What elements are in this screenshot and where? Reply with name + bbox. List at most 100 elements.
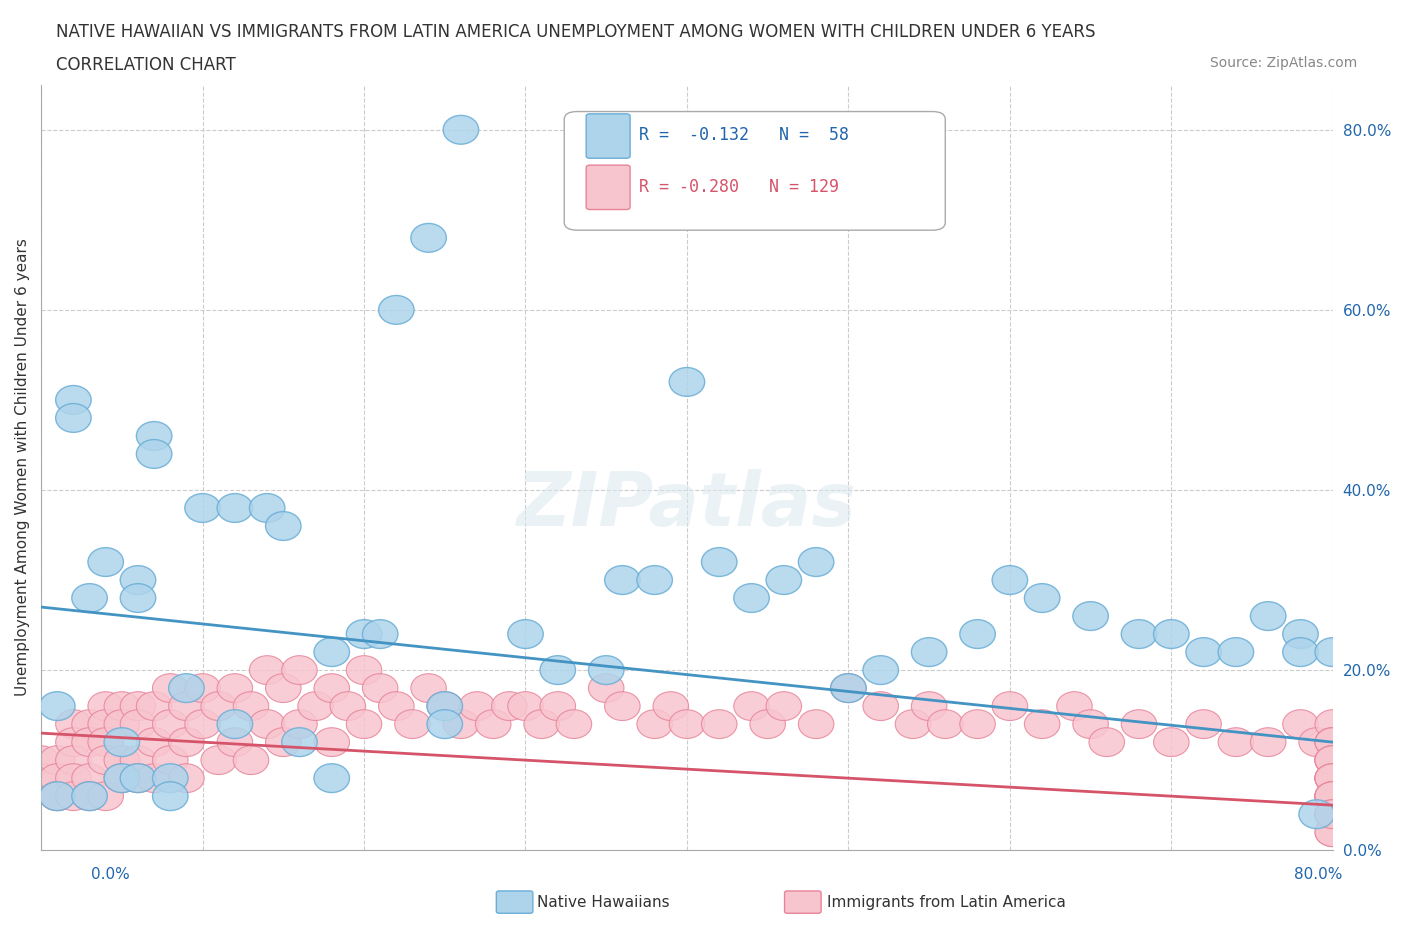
Ellipse shape [492, 692, 527, 721]
Ellipse shape [1185, 638, 1222, 667]
Ellipse shape [1315, 764, 1351, 792]
Ellipse shape [1073, 602, 1108, 631]
Ellipse shape [1315, 764, 1351, 792]
Ellipse shape [39, 782, 75, 811]
Ellipse shape [152, 673, 188, 702]
Ellipse shape [152, 746, 188, 775]
Ellipse shape [233, 746, 269, 775]
Ellipse shape [1315, 800, 1351, 829]
Ellipse shape [121, 764, 156, 792]
Ellipse shape [184, 673, 221, 702]
Ellipse shape [1250, 728, 1286, 756]
Ellipse shape [1315, 782, 1351, 811]
Ellipse shape [1299, 728, 1334, 756]
Ellipse shape [56, 386, 91, 415]
Ellipse shape [427, 710, 463, 738]
Ellipse shape [1090, 728, 1125, 756]
Ellipse shape [217, 673, 253, 702]
Ellipse shape [169, 692, 204, 721]
Ellipse shape [56, 404, 91, 432]
Ellipse shape [281, 728, 318, 756]
Ellipse shape [249, 494, 285, 523]
Text: ZIPatlas: ZIPatlas [517, 470, 856, 542]
Ellipse shape [1315, 764, 1351, 792]
Ellipse shape [766, 692, 801, 721]
Ellipse shape [1299, 800, 1334, 829]
Ellipse shape [831, 673, 866, 702]
Ellipse shape [184, 494, 221, 523]
Ellipse shape [169, 673, 204, 702]
Ellipse shape [72, 710, 107, 738]
Ellipse shape [121, 565, 156, 594]
Ellipse shape [637, 710, 672, 738]
Ellipse shape [1315, 782, 1351, 811]
Ellipse shape [508, 619, 543, 648]
Ellipse shape [443, 115, 478, 144]
Ellipse shape [1218, 728, 1254, 756]
Ellipse shape [72, 782, 107, 811]
Text: R = -0.280   N = 129: R = -0.280 N = 129 [640, 178, 839, 195]
Ellipse shape [298, 692, 333, 721]
Y-axis label: Unemployment Among Women with Children Under 6 years: Unemployment Among Women with Children U… [15, 238, 30, 697]
Ellipse shape [1315, 782, 1351, 811]
Ellipse shape [524, 710, 560, 738]
Ellipse shape [281, 656, 318, 684]
Ellipse shape [363, 673, 398, 702]
Ellipse shape [1153, 728, 1189, 756]
Ellipse shape [911, 638, 946, 667]
Ellipse shape [24, 764, 59, 792]
Ellipse shape [217, 728, 253, 756]
Ellipse shape [1315, 782, 1351, 811]
Ellipse shape [1315, 800, 1351, 829]
Ellipse shape [589, 673, 624, 702]
Ellipse shape [104, 746, 139, 775]
Ellipse shape [72, 782, 107, 811]
Ellipse shape [1315, 764, 1351, 792]
Ellipse shape [960, 619, 995, 648]
Ellipse shape [443, 710, 478, 738]
Ellipse shape [734, 584, 769, 613]
Ellipse shape [72, 764, 107, 792]
Ellipse shape [314, 764, 350, 792]
Ellipse shape [1073, 710, 1108, 738]
Ellipse shape [460, 692, 495, 721]
Text: R =  -0.132   N =  58: R = -0.132 N = 58 [640, 126, 849, 143]
Ellipse shape [121, 710, 156, 738]
Ellipse shape [1315, 746, 1351, 775]
Ellipse shape [39, 764, 75, 792]
Ellipse shape [89, 746, 124, 775]
FancyBboxPatch shape [586, 166, 630, 209]
Ellipse shape [39, 692, 75, 721]
Ellipse shape [314, 673, 350, 702]
Ellipse shape [72, 584, 107, 613]
Ellipse shape [104, 710, 139, 738]
Ellipse shape [104, 728, 139, 756]
Ellipse shape [540, 692, 575, 721]
Ellipse shape [121, 764, 156, 792]
Ellipse shape [184, 710, 221, 738]
Ellipse shape [1282, 710, 1319, 738]
Ellipse shape [1315, 764, 1351, 792]
Ellipse shape [411, 223, 446, 252]
Ellipse shape [652, 692, 689, 721]
Ellipse shape [1315, 638, 1351, 667]
Ellipse shape [104, 764, 139, 792]
Ellipse shape [1315, 782, 1351, 811]
Text: NATIVE HAWAIIAN VS IMMIGRANTS FROM LATIN AMERICA UNEMPLOYMENT AMONG WOMEN WITH C: NATIVE HAWAIIAN VS IMMIGRANTS FROM LATIN… [56, 23, 1095, 41]
Ellipse shape [993, 565, 1028, 594]
Ellipse shape [281, 710, 318, 738]
Ellipse shape [960, 710, 995, 738]
Ellipse shape [1315, 746, 1351, 775]
Ellipse shape [89, 548, 124, 577]
Ellipse shape [799, 548, 834, 577]
Ellipse shape [1315, 728, 1351, 756]
Ellipse shape [863, 656, 898, 684]
Ellipse shape [363, 619, 398, 648]
Ellipse shape [249, 710, 285, 738]
Ellipse shape [169, 728, 204, 756]
Ellipse shape [1025, 584, 1060, 613]
Ellipse shape [557, 710, 592, 738]
Ellipse shape [136, 692, 172, 721]
Ellipse shape [104, 764, 139, 792]
Ellipse shape [201, 746, 236, 775]
